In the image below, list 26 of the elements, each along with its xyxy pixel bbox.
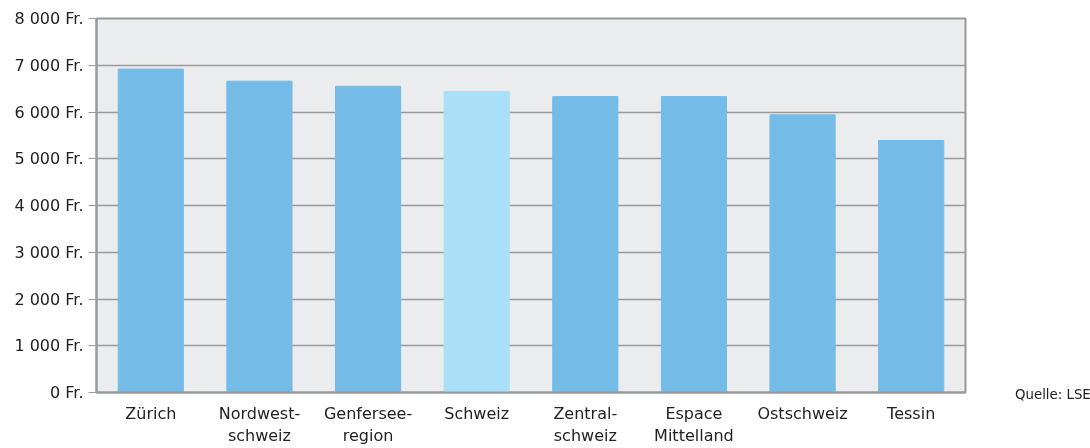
x-tick-label: Zürich bbox=[125, 403, 177, 423]
x-tick-label: Nordwest- schweiz bbox=[218, 403, 301, 446]
bar bbox=[117, 68, 184, 393]
y-tick-label: 0 Fr. bbox=[50, 383, 84, 402]
y-tick-label: 6 000 Fr. bbox=[14, 102, 84, 122]
bar bbox=[878, 140, 945, 393]
x-tick-label: Espace Mittelland bbox=[654, 403, 734, 446]
source-note: Quelle: LSE bbox=[1015, 386, 1090, 404]
y-tick-label: 8 000 Fr. bbox=[14, 9, 84, 28]
bar bbox=[660, 96, 728, 393]
x-tick-label: Ostschweiz bbox=[757, 403, 848, 423]
y-tick-label: 7 000 Fr. bbox=[14, 55, 84, 75]
y-tick-label: 5 000 Fr. bbox=[14, 149, 84, 169]
bar bbox=[552, 96, 619, 393]
x-tick-label: Schweiz bbox=[444, 403, 510, 423]
bar bbox=[226, 80, 293, 393]
y-tick-label: 2 000 Fr. bbox=[14, 289, 84, 309]
y-tick-label: 3 000 Fr. bbox=[14, 242, 84, 262]
bar bbox=[769, 114, 836, 393]
x-tick-label: Tessin bbox=[886, 403, 936, 423]
x-tick-label: Genfersee- region bbox=[323, 403, 413, 446]
y-tick-label: 4 000 Fr. bbox=[14, 196, 84, 215]
bar bbox=[443, 90, 510, 393]
bar bbox=[334, 85, 402, 393]
y-tick-label: 1 000 Fr. bbox=[14, 336, 84, 356]
x-tick-label: Zentral- schweiz bbox=[553, 403, 618, 446]
